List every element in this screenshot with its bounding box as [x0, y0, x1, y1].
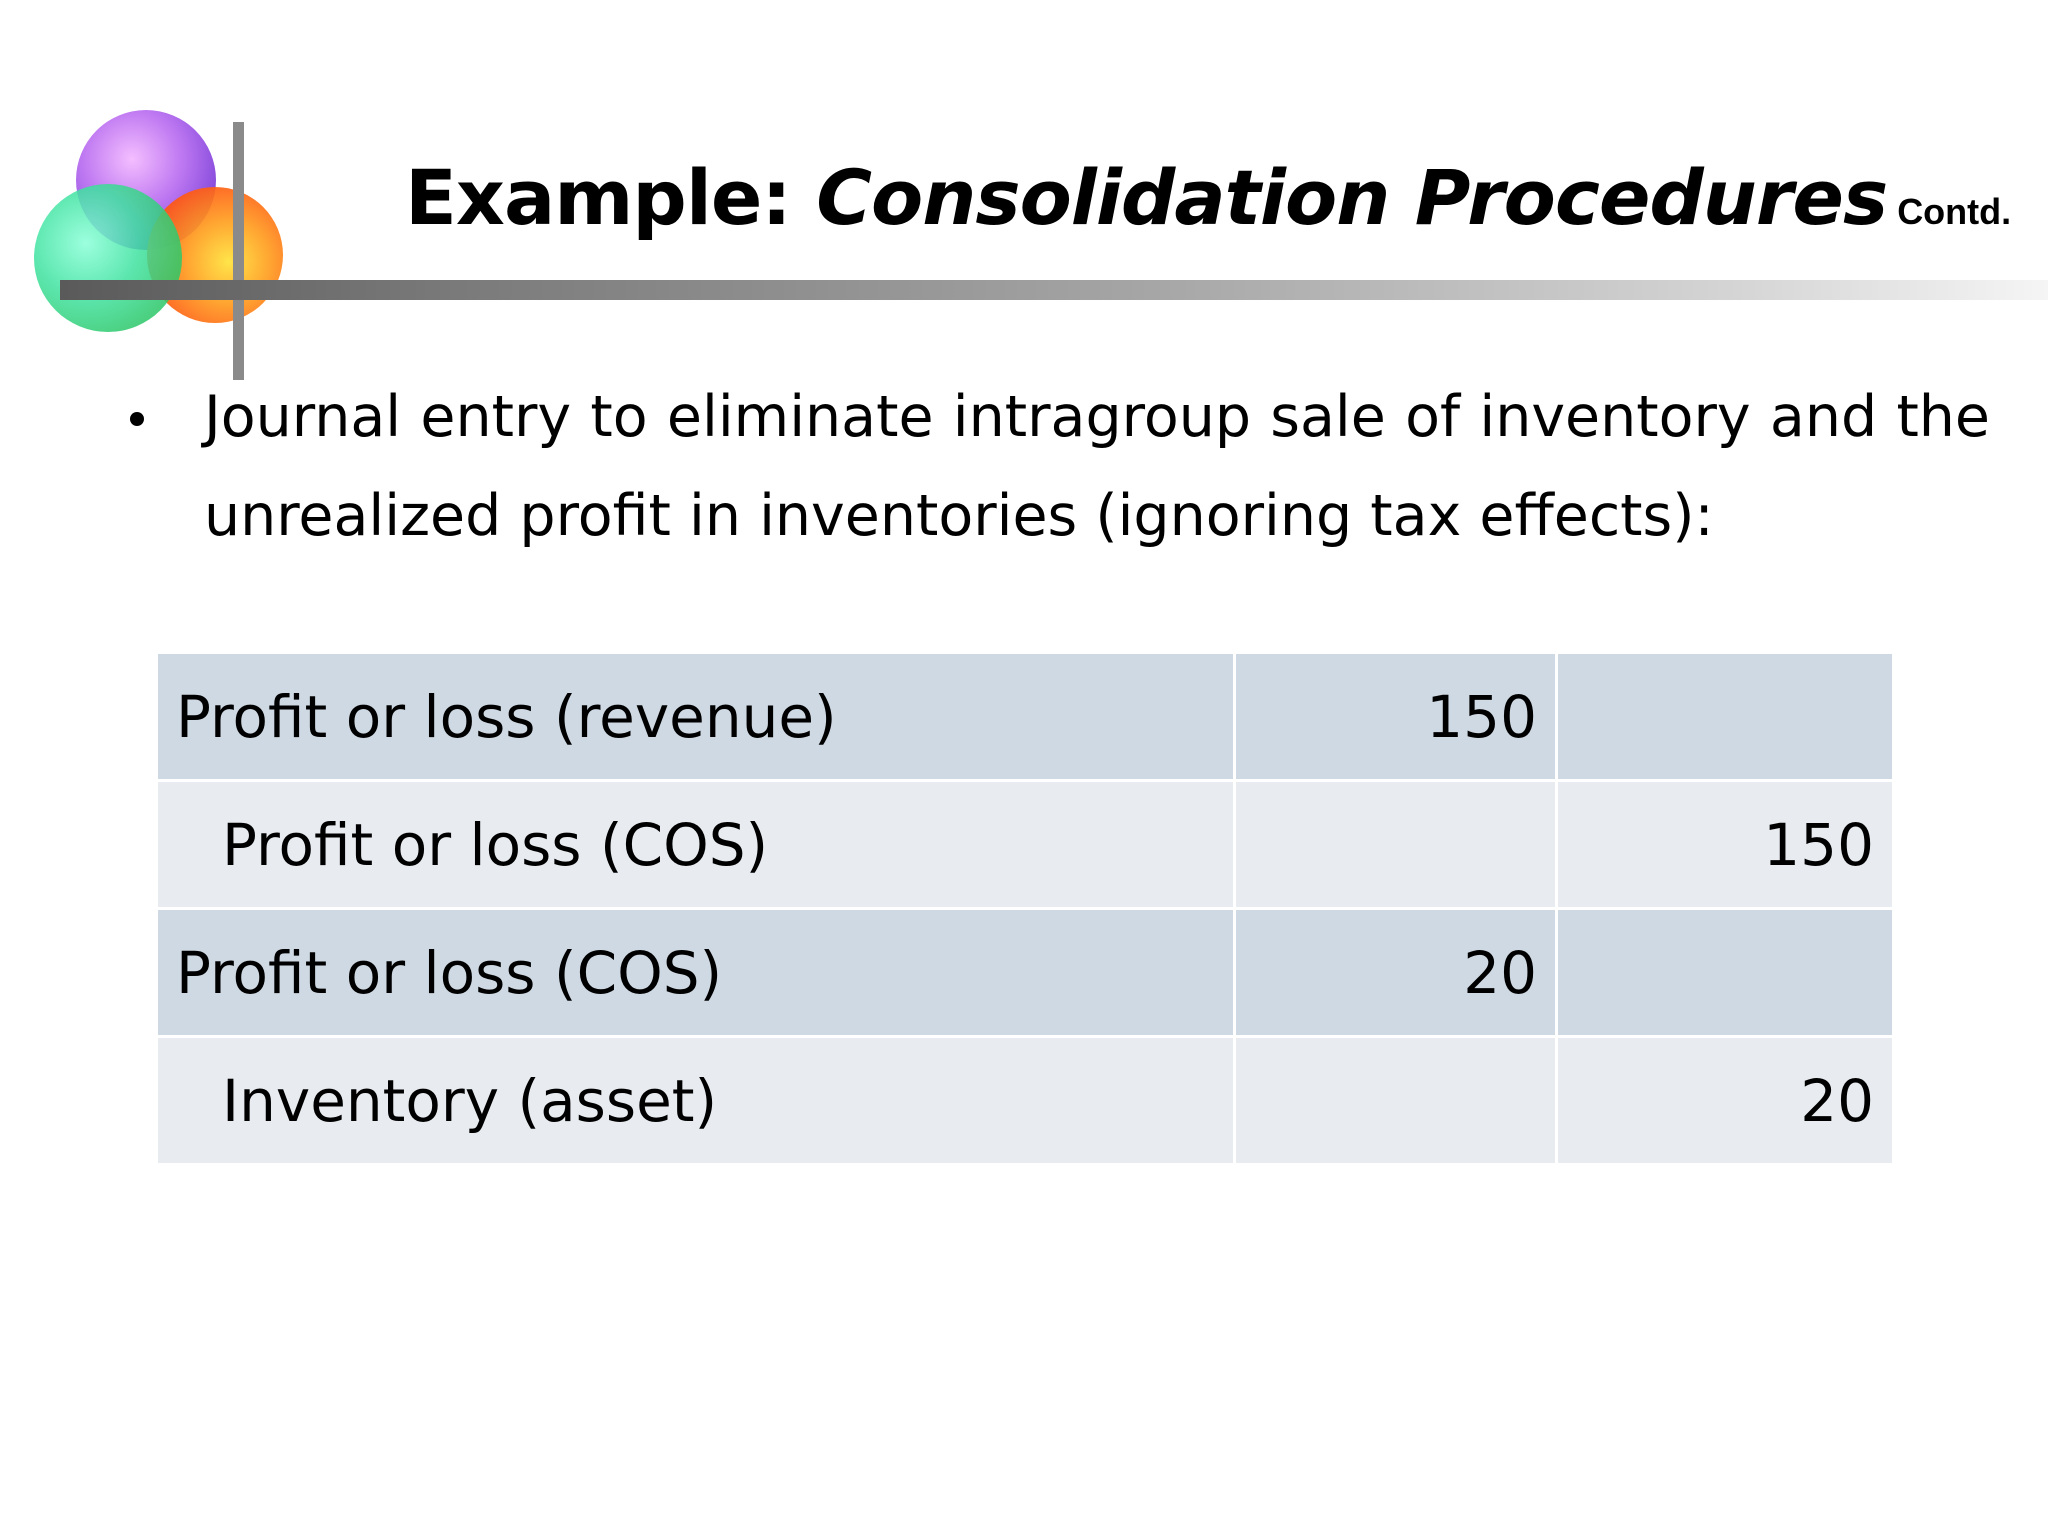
- journal-entry-table: Profit or loss (revenue) 150 Profit or l…: [155, 651, 1895, 1166]
- credit-cell: 20: [1555, 1035, 1895, 1166]
- credit-cell: [1555, 651, 1895, 782]
- table-row: Profit or loss (revenue) 150: [155, 651, 1895, 782]
- title-suffix: Contd.: [1897, 191, 2012, 232]
- account-cell: Profit or loss (revenue): [155, 651, 1236, 782]
- vertical-rule: [233, 122, 244, 380]
- account-cell: Inventory (asset): [155, 1035, 1236, 1166]
- bullet-dot-icon: [130, 412, 144, 426]
- debit-cell: [1233, 1035, 1558, 1166]
- debit-cell: 20: [1233, 907, 1558, 1038]
- green-circle: [34, 184, 182, 332]
- table-row: Profit or loss (COS) 20: [155, 907, 1895, 1038]
- slide-title: Example: Consolidation Procedures Contd.: [405, 148, 2011, 262]
- title-italic: Consolidation Procedures: [816, 153, 1888, 242]
- debit-cell: [1233, 779, 1558, 910]
- bullet-item: Journal entry to eliminate intragroup sa…: [130, 368, 1990, 566]
- title-underline: [60, 280, 2048, 300]
- account-cell: Profit or loss (COS): [155, 779, 1236, 910]
- title-regular: Example:: [405, 153, 817, 242]
- credit-cell: [1555, 907, 1895, 1038]
- decorative-circles-logo: [34, 110, 283, 380]
- debit-cell: 150: [1233, 651, 1558, 782]
- table-row: Profit or loss (COS) 150: [155, 779, 1895, 910]
- bullet-text: Journal entry to eliminate intragroup sa…: [204, 384, 1990, 549]
- account-cell: Profit or loss (COS): [155, 907, 1236, 1038]
- table-row: Inventory (asset) 20: [155, 1035, 1895, 1166]
- credit-cell: 150: [1555, 779, 1895, 910]
